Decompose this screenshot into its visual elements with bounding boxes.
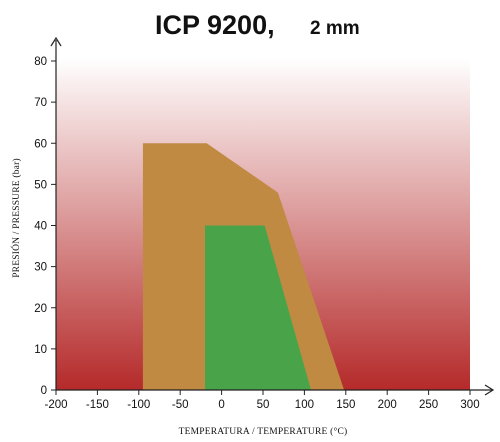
x-tick-label: -200 bbox=[44, 399, 67, 411]
x-tick-label: 300 bbox=[460, 399, 479, 411]
y-tick-label: 40 bbox=[34, 221, 47, 233]
y-axis-arrow bbox=[50, 36, 62, 47]
x-tick-label: 150 bbox=[336, 399, 355, 411]
x-tick-label: 250 bbox=[419, 399, 438, 411]
x-tick-label: 0 bbox=[218, 399, 224, 411]
y-axis-title: PRESIÓN / PRESSURE (bar) bbox=[10, 158, 22, 278]
operating-regions bbox=[142, 143, 345, 390]
y-tick-label: 80 bbox=[34, 56, 47, 68]
x-tick-label: -150 bbox=[86, 399, 109, 411]
region-2 bbox=[205, 225, 311, 390]
y-axis-ticks: 0 10 20 30 40 50 60 70 80 bbox=[34, 56, 56, 397]
chart-subtitle: 2 mm bbox=[310, 18, 360, 39]
axes bbox=[50, 36, 495, 396]
y-tick-label: 30 bbox=[34, 262, 47, 274]
y-tick-label: 20 bbox=[34, 303, 47, 315]
chart-title: ICP 9200, bbox=[155, 10, 275, 40]
y-tick-label: 60 bbox=[34, 138, 47, 150]
y-tick-label: 0 bbox=[41, 385, 47, 397]
x-axis-arrow bbox=[484, 384, 495, 396]
x-tick-label: 50 bbox=[257, 399, 270, 411]
x-axis-ticks: -200 -150 -100 -50 0 50 100 150 200 250 300 bbox=[44, 390, 480, 411]
x-axis-title: TEMPERATURA / TEMPERATURE (°C) bbox=[179, 426, 348, 437]
x-tick-label: -50 bbox=[172, 399, 189, 411]
x-tick-label: -100 bbox=[127, 399, 150, 411]
y-tick-label: 50 bbox=[34, 179, 47, 191]
y-tick-label: 10 bbox=[34, 344, 47, 356]
y-tick-label: 70 bbox=[34, 97, 47, 109]
x-tick-label: 100 bbox=[295, 399, 314, 411]
x-tick-label: 200 bbox=[378, 399, 397, 411]
